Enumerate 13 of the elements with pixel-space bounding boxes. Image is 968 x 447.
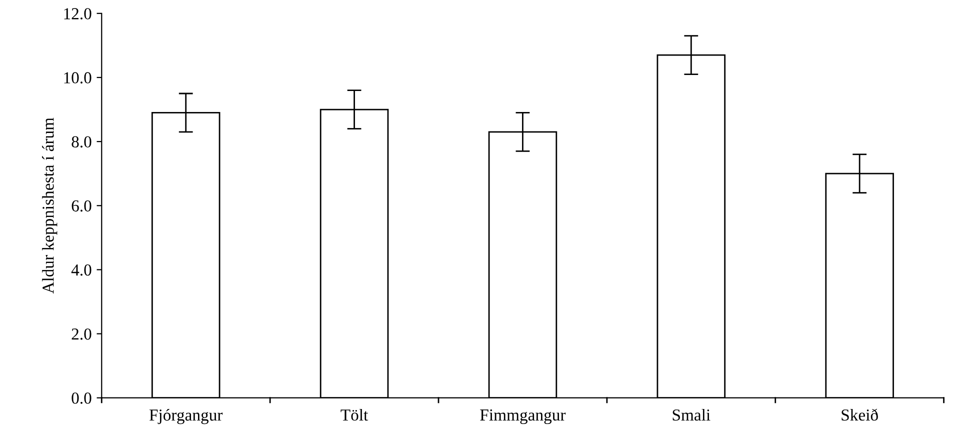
- y-tick-label: 4.0: [71, 264, 92, 276]
- x-tick-label: Skeið: [842, 408, 878, 421]
- y-tick-label: 10.0: [64, 72, 92, 84]
- y-axis-title: Aldur keppnishesta í árum: [42, 118, 58, 294]
- y-tick-label: 12.0: [64, 8, 92, 20]
- x-tick-label: Tölt: [340, 408, 368, 421]
- y-tick-label: 0.0: [72, 392, 92, 404]
- x-tick-label: Smali: [672, 408, 710, 421]
- x-tick-label: Fjórgangur: [149, 408, 223, 424]
- x-tick-label: Fimmgangur: [480, 409, 566, 424]
- y-tick-label: 2.0: [72, 328, 92, 340]
- y-tick-label: 8.0: [72, 136, 92, 148]
- y-tick-label: 6.0: [72, 200, 92, 212]
